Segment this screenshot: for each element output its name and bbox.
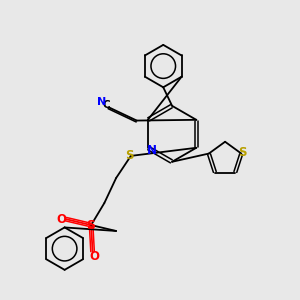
Text: N: N — [97, 97, 106, 107]
Text: S: S — [87, 219, 96, 232]
Text: N: N — [146, 144, 156, 157]
Text: S: S — [238, 146, 247, 159]
Text: C: C — [103, 100, 110, 110]
Text: O: O — [57, 213, 67, 226]
Text: O: O — [89, 250, 99, 262]
Text: S: S — [125, 149, 134, 162]
